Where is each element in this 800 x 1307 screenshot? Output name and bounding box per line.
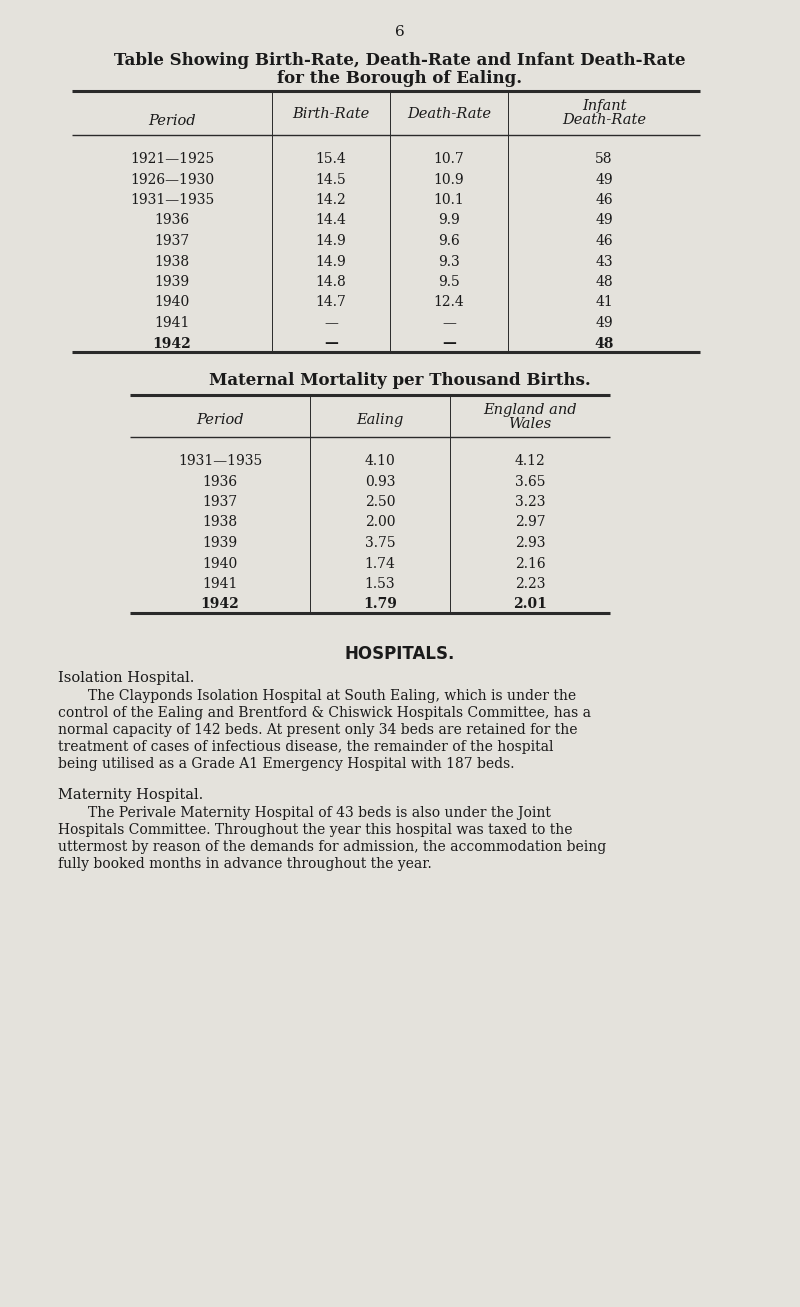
Text: 58: 58 [595, 152, 613, 166]
Text: Table Showing Birth-Rate, Death-Rate and Infant Death-Rate: Table Showing Birth-Rate, Death-Rate and… [114, 52, 686, 69]
Text: 46: 46 [595, 193, 613, 207]
Text: 9.6: 9.6 [438, 234, 460, 248]
Text: 41: 41 [595, 295, 613, 310]
Text: 6: 6 [395, 25, 405, 39]
Text: 9.3: 9.3 [438, 255, 460, 268]
Text: Hospitals Committee. Throughout the year this hospital was taxed to the: Hospitals Committee. Throughout the year… [58, 823, 573, 836]
Text: 14.8: 14.8 [316, 274, 346, 289]
Text: 15.4: 15.4 [316, 152, 346, 166]
Text: uttermost by reason of the demands for admission, the accommodation being: uttermost by reason of the demands for a… [58, 840, 606, 853]
Text: —: — [442, 316, 456, 329]
Text: 0.93: 0.93 [365, 474, 395, 489]
Text: 1942: 1942 [201, 597, 239, 612]
Text: 2.97: 2.97 [514, 515, 546, 529]
Text: Maternity Hospital.: Maternity Hospital. [58, 788, 203, 802]
Text: 3.23: 3.23 [514, 495, 546, 508]
Text: 1940: 1940 [202, 557, 238, 570]
Text: Isolation Hospital.: Isolation Hospital. [58, 670, 194, 685]
Text: 4.12: 4.12 [514, 454, 546, 468]
Text: being utilised as a Grade A1 Emergency Hospital with 187 beds.: being utilised as a Grade A1 Emergency H… [58, 757, 514, 771]
Text: 43: 43 [595, 255, 613, 268]
Text: 14.9: 14.9 [316, 234, 346, 248]
Text: control of the Ealing and Brentford & Chiswick Hospitals Committee, has a: control of the Ealing and Brentford & Ch… [58, 706, 591, 720]
Text: fully booked months in advance throughout the year.: fully booked months in advance throughou… [58, 857, 432, 870]
Text: Infant: Infant [582, 99, 626, 112]
Text: —: — [442, 336, 456, 350]
Text: 1.53: 1.53 [365, 576, 395, 591]
Text: 14.4: 14.4 [315, 213, 346, 227]
Text: 9.9: 9.9 [438, 213, 460, 227]
Text: Death-Rate: Death-Rate [562, 112, 646, 127]
Text: 10.1: 10.1 [434, 193, 464, 207]
Text: 1941: 1941 [202, 576, 238, 591]
Text: HOSPITALS.: HOSPITALS. [345, 644, 455, 663]
Text: 12.4: 12.4 [434, 295, 464, 310]
Text: The Perivale Maternity Hospital of 43 beds is also under the Joint: The Perivale Maternity Hospital of 43 be… [88, 806, 551, 819]
Text: 49: 49 [595, 316, 613, 329]
Text: normal capacity of 142 beds. At present only 34 beds are retained for the: normal capacity of 142 beds. At present … [58, 723, 578, 737]
Text: The Clayponds Isolation Hospital at South Ealing, which is under the: The Clayponds Isolation Hospital at Sout… [88, 689, 576, 703]
Text: 1936: 1936 [202, 474, 238, 489]
Text: 10.7: 10.7 [434, 152, 464, 166]
Text: Period: Period [148, 114, 196, 128]
Text: Ealing: Ealing [356, 413, 404, 427]
Text: 4.10: 4.10 [365, 454, 395, 468]
Text: 1936: 1936 [154, 213, 190, 227]
Text: Birth-Rate: Birth-Rate [292, 107, 370, 122]
Text: 2.16: 2.16 [514, 557, 546, 570]
Text: 1938: 1938 [202, 515, 238, 529]
Text: 46: 46 [595, 234, 613, 248]
Text: 48: 48 [595, 274, 613, 289]
Text: 14.2: 14.2 [316, 193, 346, 207]
Text: 1.74: 1.74 [365, 557, 395, 570]
Text: 1937: 1937 [154, 234, 190, 248]
Text: —: — [324, 336, 338, 350]
Text: 2.01: 2.01 [513, 597, 547, 612]
Text: 2.50: 2.50 [365, 495, 395, 508]
Text: for the Borough of Ealing.: for the Borough of Ealing. [278, 71, 522, 88]
Text: Wales: Wales [508, 417, 552, 431]
Text: 48: 48 [594, 336, 614, 350]
Text: 14.9: 14.9 [316, 255, 346, 268]
Text: Death-Rate: Death-Rate [407, 107, 491, 122]
Text: Period: Period [196, 413, 244, 427]
Text: —: — [324, 316, 338, 329]
Text: 3.65: 3.65 [514, 474, 546, 489]
Text: 49: 49 [595, 173, 613, 187]
Text: 2.23: 2.23 [514, 576, 546, 591]
Text: 1931—1935: 1931—1935 [130, 193, 214, 207]
Text: 14.7: 14.7 [315, 295, 346, 310]
Text: Maternal Mortality per Thousand Births.: Maternal Mortality per Thousand Births. [209, 372, 591, 389]
Text: treatment of cases of infectious disease, the remainder of the hospital: treatment of cases of infectious disease… [58, 740, 554, 754]
Text: 1921—1925: 1921—1925 [130, 152, 214, 166]
Text: 14.5: 14.5 [316, 173, 346, 187]
Text: 1931—1935: 1931—1935 [178, 454, 262, 468]
Text: 3.75: 3.75 [365, 536, 395, 550]
Text: 9.5: 9.5 [438, 274, 460, 289]
Text: 1940: 1940 [154, 295, 190, 310]
Text: 1937: 1937 [202, 495, 238, 508]
Text: 1.79: 1.79 [363, 597, 397, 612]
Text: 49: 49 [595, 213, 613, 227]
Text: 2.93: 2.93 [514, 536, 546, 550]
Text: 1938: 1938 [154, 255, 190, 268]
Text: 1942: 1942 [153, 336, 191, 350]
Text: 10.9: 10.9 [434, 173, 464, 187]
Text: 1926—1930: 1926—1930 [130, 173, 214, 187]
Text: 2.00: 2.00 [365, 515, 395, 529]
Text: 1939: 1939 [154, 274, 190, 289]
Text: England and: England and [483, 403, 577, 417]
Text: 1939: 1939 [202, 536, 238, 550]
Text: 1941: 1941 [154, 316, 190, 329]
